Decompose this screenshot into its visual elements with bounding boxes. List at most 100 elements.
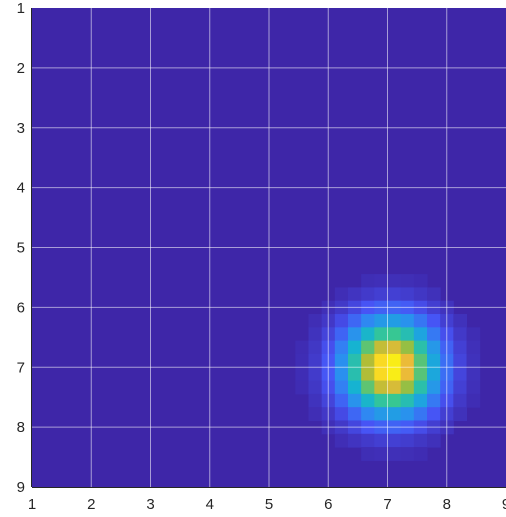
heatmap-cell — [413, 314, 428, 328]
heatmap-cell — [295, 353, 309, 368]
heatmap-cell — [374, 407, 388, 421]
heatmap-cell — [361, 287, 375, 302]
heatmap-cell — [400, 353, 415, 368]
y-tick-label: 6 — [17, 299, 25, 316]
heatmap-cell — [374, 340, 388, 355]
x-axis-ticks: 1 2 3 4 5 6 7 8 9 — [28, 496, 506, 513]
heatmap-cell — [348, 380, 362, 395]
heatmap-cell — [387, 287, 402, 302]
heatmap-cell — [334, 327, 349, 342]
heatmap-cell — [334, 353, 349, 368]
heatmap-cell — [387, 327, 402, 342]
heatmap-cell — [413, 393, 428, 408]
heatmap-cell — [427, 314, 441, 328]
heatmap-cell — [387, 393, 402, 408]
heatmap-cell — [374, 287, 388, 302]
heatmap-cell — [400, 340, 415, 355]
heatmap-cell — [387, 367, 402, 382]
heatmap-cell — [427, 393, 441, 408]
heatmap-cell — [348, 367, 362, 382]
heatmap-cell — [400, 314, 415, 328]
heatmap-cell — [361, 380, 375, 395]
heatmap-cell — [348, 393, 362, 408]
heatmap-cell — [308, 314, 323, 328]
heatmap-cell — [466, 393, 481, 408]
heatmap-cell — [374, 314, 388, 328]
heatmap-cell — [348, 314, 362, 328]
heatmap-cell — [374, 393, 388, 408]
heatmap-cell — [308, 367, 323, 382]
heatmap-cell — [413, 433, 428, 448]
heatmap-cell — [466, 327, 481, 342]
heatmap-cell — [308, 380, 323, 395]
y-tick-label: 1 — [17, 0, 25, 17]
heatmap-cell — [387, 407, 402, 421]
y-tick-label: 4 — [17, 180, 25, 197]
heatmap-cell — [348, 407, 362, 421]
heatmap-cell — [427, 287, 441, 302]
heatmap-cell — [334, 367, 349, 382]
heatmap-cell — [374, 367, 388, 382]
heatmap-cell — [427, 340, 441, 355]
heatmap-cell — [308, 407, 323, 421]
heatmap-cell — [413, 287, 428, 302]
heatmap-cell — [374, 380, 388, 395]
heatmap-cell — [334, 393, 349, 408]
heatmap-cell — [453, 314, 467, 328]
y-tick-label: 7 — [17, 359, 25, 376]
heatmap-cell — [348, 353, 362, 368]
heatmap-cell — [348, 327, 362, 342]
heatmap-cell — [374, 433, 388, 448]
heatmap-cell — [334, 407, 349, 421]
heatmap-cell — [400, 380, 415, 395]
x-tick-label: 3 — [146, 496, 154, 513]
x-tick-label: 4 — [206, 496, 214, 513]
x-tick-label: 1 — [28, 496, 36, 513]
heatmap-cell — [361, 393, 375, 408]
heatmap-cell — [466, 353, 481, 368]
heatmap-cell — [453, 353, 467, 368]
heatmap-cell — [466, 340, 481, 355]
heatmap-cell — [334, 340, 349, 355]
heatmap-cell — [308, 393, 323, 408]
heatmap-cell — [308, 340, 323, 355]
heatmap-cell — [361, 274, 375, 288]
y-tick-label: 3 — [17, 120, 25, 137]
heatmap-cell — [427, 353, 441, 368]
heatmap-cell — [400, 287, 415, 302]
heatmap-cell — [361, 327, 375, 342]
heatmap-cell — [334, 380, 349, 395]
heatmap-cell — [413, 367, 428, 382]
heatmap-cell — [361, 367, 375, 382]
heatmap-cell — [361, 447, 375, 461]
heatmap-cell — [400, 274, 415, 288]
heatmap-cell — [453, 380, 467, 395]
x-tick-label: 2 — [87, 496, 95, 513]
heatmap-cell — [400, 367, 415, 382]
y-tick-label: 2 — [17, 60, 25, 77]
heatmap-cell — [361, 407, 375, 421]
x-tick-label: 9 — [502, 496, 506, 513]
heatmap-cell — [387, 447, 402, 461]
heatmap-cell — [400, 327, 415, 342]
x-tick-label: 8 — [443, 496, 451, 513]
heatmap-cell — [387, 433, 402, 448]
heatmap-cell — [361, 353, 375, 368]
x-tick-label: 5 — [265, 496, 273, 513]
heatmap-cell — [295, 340, 309, 355]
heatmap-cell — [453, 393, 467, 408]
heatmap-cell — [427, 407, 441, 421]
y-tick-label: 9 — [17, 479, 25, 496]
y-axis-ticks: 1 2 3 4 5 6 7 8 9 — [17, 0, 25, 496]
y-tick-label: 8 — [17, 419, 25, 436]
heatmap-cell — [361, 433, 375, 448]
heatmap-cell — [387, 274, 402, 288]
x-tick-label: 7 — [383, 496, 391, 513]
grid-lines — [32, 8, 506, 487]
heatmap-cell — [453, 340, 467, 355]
heatmap-cell — [427, 367, 441, 382]
heatmap-cell — [374, 327, 388, 342]
heatmap-cell — [387, 380, 402, 395]
y-tick-label: 5 — [17, 240, 25, 257]
heatmap-cell — [374, 274, 388, 288]
